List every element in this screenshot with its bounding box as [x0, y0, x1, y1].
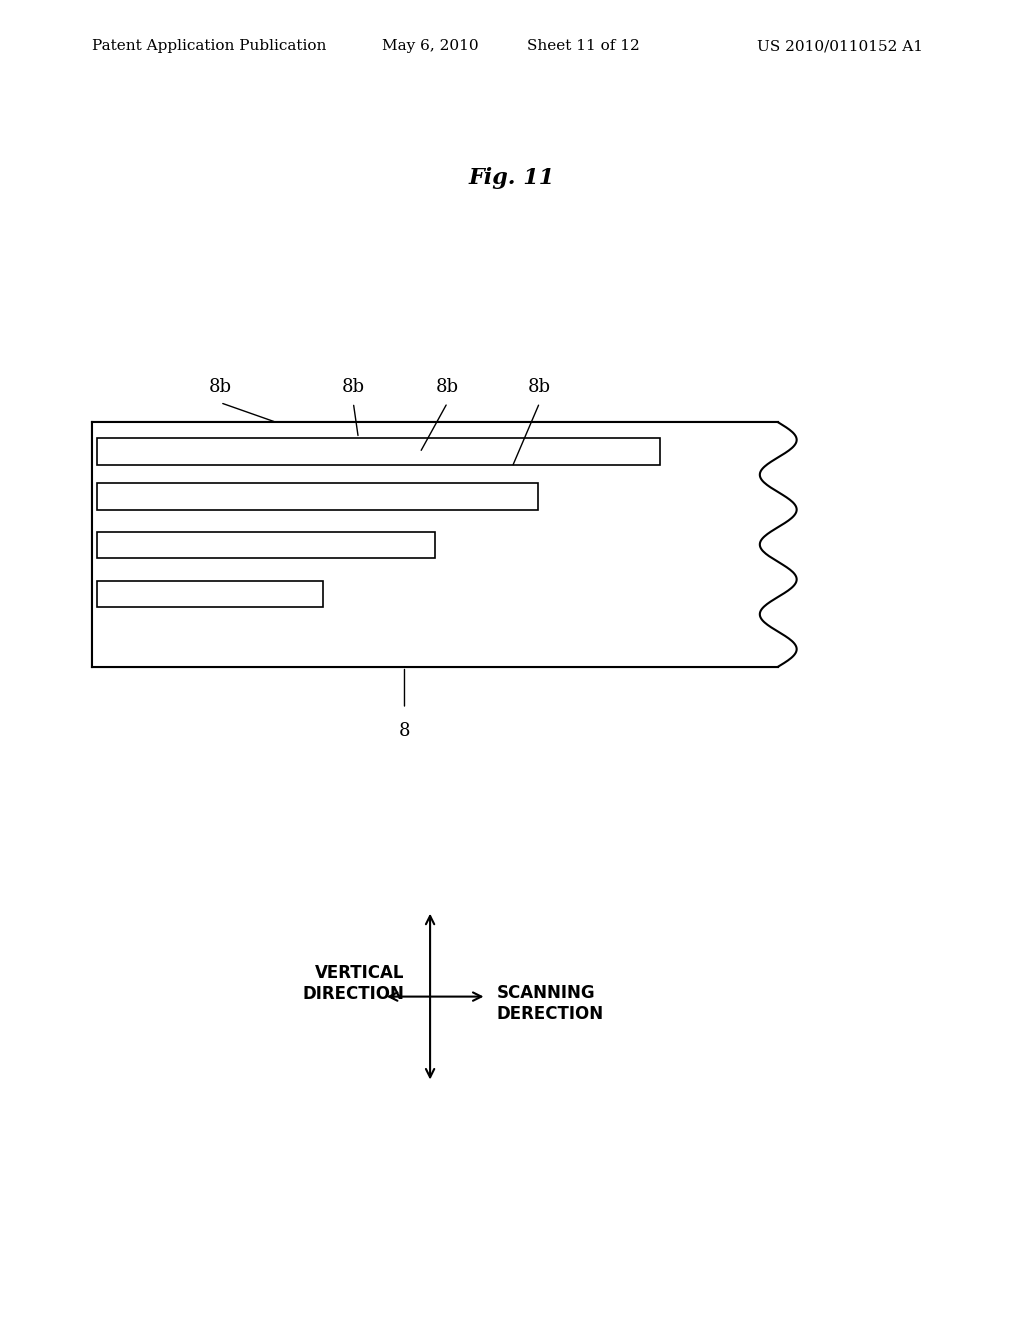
- Bar: [97, 532, 435, 558]
- Text: 8b: 8b: [528, 378, 551, 396]
- Text: Fig. 11: Fig. 11: [469, 168, 555, 189]
- Bar: [97, 581, 323, 607]
- Text: 8b: 8b: [209, 378, 231, 396]
- Polygon shape: [760, 422, 840, 667]
- Bar: [92, 422, 840, 667]
- Text: 8: 8: [398, 722, 411, 741]
- Text: Sheet 11 of 12: Sheet 11 of 12: [527, 40, 640, 53]
- Text: 8b: 8b: [436, 378, 459, 396]
- Bar: [97, 483, 538, 510]
- Text: Patent Application Publication: Patent Application Publication: [92, 40, 327, 53]
- Bar: [92, 422, 778, 667]
- Text: SCANNING
DERECTION: SCANNING DERECTION: [497, 983, 604, 1023]
- Text: US 2010/0110152 A1: US 2010/0110152 A1: [757, 40, 923, 53]
- Text: 8b: 8b: [342, 378, 365, 396]
- Text: May 6, 2010: May 6, 2010: [382, 40, 478, 53]
- Text: VERTICAL
DIRECTION: VERTICAL DIRECTION: [303, 964, 404, 1003]
- Bar: [97, 438, 660, 465]
